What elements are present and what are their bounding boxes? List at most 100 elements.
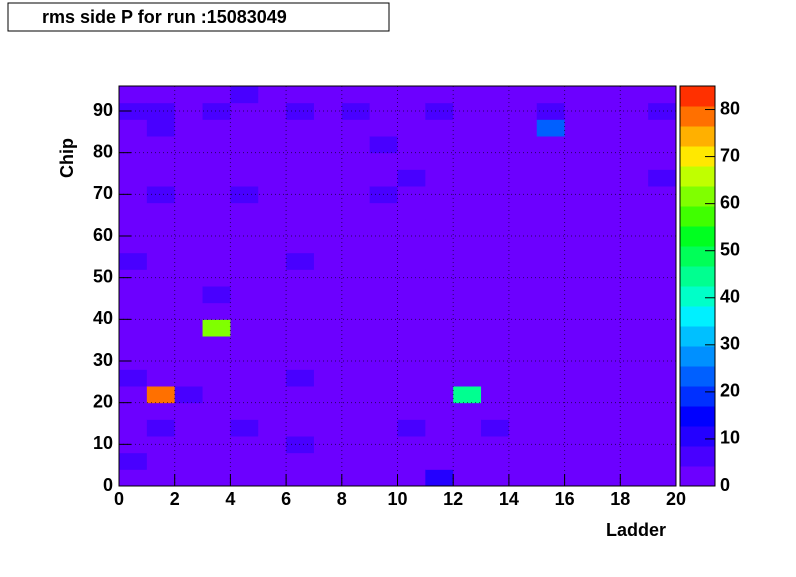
heatmap-cell xyxy=(453,386,482,404)
y-tick-label: 60 xyxy=(93,225,113,245)
heatmap-cell xyxy=(286,469,315,487)
heatmap-cell xyxy=(564,452,593,470)
colorbar-band xyxy=(680,126,715,147)
heatmap-cell xyxy=(648,152,677,170)
heatmap-cell xyxy=(369,136,398,154)
heatmap-cell xyxy=(397,302,426,320)
heatmap-cell xyxy=(230,336,259,354)
heatmap-cell xyxy=(230,286,259,304)
heatmap-cell xyxy=(481,286,510,304)
heatmap-cell xyxy=(286,369,315,387)
heatmap-cell xyxy=(286,152,315,170)
heatmap-cell xyxy=(341,369,371,387)
heatmap-cell xyxy=(648,252,677,270)
heatmap-cell xyxy=(481,236,510,254)
heatmap-cell xyxy=(508,152,538,170)
heatmap-cell xyxy=(258,352,287,370)
heatmap-cell xyxy=(620,286,649,304)
heatmap-cell xyxy=(202,219,231,237)
heatmap-cell xyxy=(146,152,176,170)
colorbar-tick-label: 0 xyxy=(720,475,730,495)
heatmap-cell xyxy=(425,136,454,154)
heatmap-cell xyxy=(202,452,231,470)
heatmap-cell xyxy=(425,119,454,137)
heatmap-cell xyxy=(202,386,231,404)
heatmap-cell xyxy=(453,402,482,420)
heatmap-cell xyxy=(564,169,593,187)
heatmap-cell xyxy=(425,386,454,404)
heatmap-cell xyxy=(341,236,371,254)
heatmap-cell xyxy=(369,236,398,254)
y-tick-label: 90 xyxy=(93,100,113,120)
heatmap-cell xyxy=(536,219,566,237)
heatmap-cell xyxy=(313,86,343,104)
heatmap-cell xyxy=(174,452,204,470)
x-tick-label: 10 xyxy=(387,489,407,509)
heatmap-cell xyxy=(258,319,287,337)
heatmap-cell xyxy=(313,352,343,370)
heatmap-cell xyxy=(202,152,231,170)
heatmap-cell xyxy=(119,419,148,437)
heatmap-cell xyxy=(508,286,538,304)
heatmap-cell xyxy=(620,419,649,437)
heatmap-cell xyxy=(258,236,287,254)
heatmap-cell xyxy=(648,369,677,387)
heatmap-cell xyxy=(648,102,677,120)
heatmap-cell xyxy=(481,86,510,104)
heatmap-cell xyxy=(146,319,176,337)
heatmap-cell xyxy=(508,469,538,487)
heatmap-cell xyxy=(341,319,371,337)
heatmap-cell xyxy=(508,202,538,220)
heatmap-cell xyxy=(592,402,621,420)
heatmap-cell xyxy=(508,236,538,254)
heatmap-cell xyxy=(620,269,649,287)
heatmap-cell xyxy=(648,302,677,320)
heatmap-cell xyxy=(146,102,176,120)
heatmap-cell xyxy=(620,402,649,420)
heatmap-cell xyxy=(258,286,287,304)
heatmap-cell xyxy=(202,369,231,387)
colorbar-tick-label: 30 xyxy=(720,334,740,354)
heatmap-cell xyxy=(258,402,287,420)
heatmap-cell xyxy=(592,436,621,454)
heatmap-cell xyxy=(425,369,454,387)
heatmap-cell xyxy=(146,236,176,254)
heatmap-cell xyxy=(481,169,510,187)
heatmap-cell xyxy=(313,236,343,254)
heatmap-cell xyxy=(592,452,621,470)
heatmap-cell xyxy=(425,169,454,187)
heatmap-cell xyxy=(286,286,315,304)
heatmap-cell xyxy=(119,219,148,237)
heatmap-cell xyxy=(425,152,454,170)
heatmap-cell xyxy=(119,436,148,454)
heatmap-cell xyxy=(174,336,204,354)
colorbar-band xyxy=(680,186,715,207)
heatmap-cell xyxy=(648,186,677,204)
heatmap-cell xyxy=(146,436,176,454)
heatmap-cell xyxy=(592,252,621,270)
heatmap-cell xyxy=(119,319,148,337)
colorbar-band xyxy=(680,246,715,267)
heatmap-cell xyxy=(592,102,621,120)
heatmap-cell xyxy=(202,286,231,304)
heatmap-cell xyxy=(313,402,343,420)
heatmap-cell xyxy=(146,302,176,320)
heatmap-cell xyxy=(174,252,204,270)
heatmap-cell xyxy=(174,169,204,187)
heatmap-cell xyxy=(313,436,343,454)
heatmap-cell xyxy=(620,236,649,254)
y-tick-label: 30 xyxy=(93,350,113,370)
heatmap-cell xyxy=(258,86,287,104)
heatmap-cell xyxy=(119,102,148,120)
heatmap-cell xyxy=(508,86,538,104)
heatmap-cell xyxy=(258,252,287,270)
heatmap-cell xyxy=(536,186,566,204)
heatmap-cell xyxy=(341,119,371,137)
heatmap-cell xyxy=(536,102,566,120)
heatmap-cell xyxy=(174,319,204,337)
heatmap-cell xyxy=(230,402,259,420)
heatmap-cell xyxy=(369,302,398,320)
heatmap-cell xyxy=(258,169,287,187)
heatmap-cell xyxy=(481,386,510,404)
heatmap-cell xyxy=(146,119,176,137)
